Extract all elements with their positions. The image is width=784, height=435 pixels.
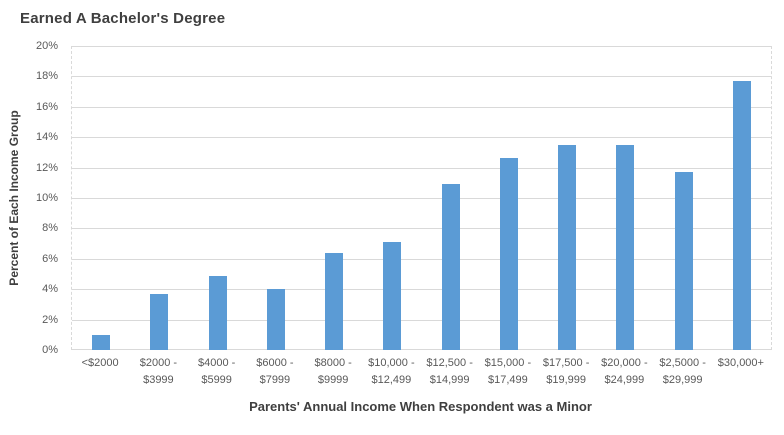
x-tick-label: $8000 - $9999 [314, 357, 352, 386]
gridline [72, 76, 771, 77]
y-tick-label: 8% [42, 222, 58, 234]
gridline [72, 320, 771, 321]
gridline [72, 168, 771, 169]
y-tick-label: 0% [42, 344, 58, 356]
bar [499, 158, 518, 350]
bar [732, 80, 751, 350]
x-tick-label: $2000 - $3999 [139, 357, 178, 386]
y-tick-label: 10% [35, 192, 58, 204]
gridline [72, 349, 771, 350]
y-tick-label: 18% [35, 70, 58, 82]
bar [208, 275, 227, 350]
x-tick-label: <$2000 [81, 357, 119, 369]
x-tick-label: $4000 - $5999 [197, 357, 236, 386]
bar [383, 242, 402, 350]
y-tick-label: 6% [42, 253, 58, 265]
gridline [72, 198, 771, 199]
bar [325, 252, 344, 350]
x-axis-tick-labels: <$2000 $2000 - $3999 $4000 - $5999 $6000 - $79… [71, 355, 770, 389]
x-tick-label: $12,500 - $14,999 [426, 357, 473, 386]
y-tick-label: 14% [35, 131, 58, 143]
x-tick-label: $30,000+ [717, 357, 764, 369]
y-tick-label: 20% [35, 40, 58, 52]
gridline [72, 228, 771, 229]
bar [266, 289, 285, 350]
bar [558, 144, 577, 350]
y-tick-label: 12% [35, 162, 58, 174]
bar [674, 172, 693, 350]
bar [92, 334, 111, 350]
y-tick-label: 4% [42, 283, 58, 295]
x-tick-label: $20,000 - $24,999 [601, 357, 648, 386]
gridline [72, 289, 771, 290]
bar [441, 184, 460, 350]
x-tick-label: $6000 - $7999 [256, 357, 294, 386]
bar [616, 144, 635, 350]
gridline [72, 137, 771, 138]
bar [150, 293, 169, 350]
gridline [72, 107, 771, 108]
gridline [72, 259, 771, 260]
x-tick-label: $10,000 - $12,499 [368, 357, 415, 386]
y-tick-label: 2% [42, 314, 58, 326]
plot-area [71, 46, 772, 350]
y-tick-label: 16% [35, 101, 58, 113]
x-tick-label: $2,5000 - $29,999 [659, 357, 706, 386]
chart-title: Earned A Bachelor's Degree [20, 10, 226, 27]
x-axis-title: Parents' Annual Income When Respondent w… [249, 399, 592, 414]
x-tick-label: $15,000 - $17,499 [484, 357, 532, 386]
gridline [72, 46, 771, 47]
x-tick-label: $17,500 - $19,999 [542, 357, 590, 386]
